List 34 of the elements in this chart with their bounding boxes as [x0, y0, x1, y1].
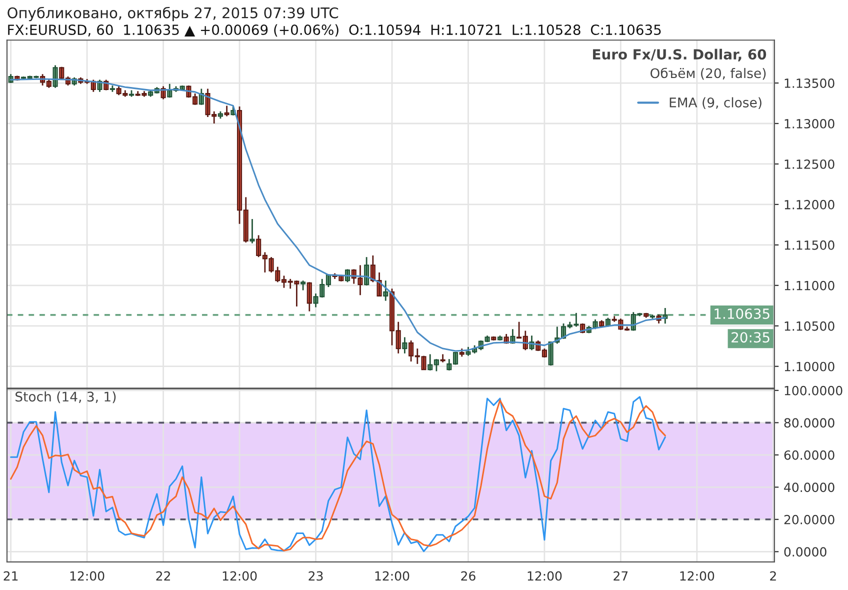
- annotation: Объём (20, false): [650, 68, 766, 80]
- y-tick-label: 80.0000: [784, 418, 834, 428]
- x-tick-label: 12:00: [680, 571, 714, 581]
- x-tick-label: 2: [770, 571, 776, 580]
- chart-title: Stoch (14, 3, 1): [16, 391, 116, 404]
- y-tick-label: 1.12500: [784, 159, 834, 169]
- legend-label: EMA (9, close): [670, 97, 762, 110]
- x-tick-label: 12:00: [375, 571, 410, 581]
- y-tick-label: 1.10500: [784, 321, 834, 331]
- x-tick-label: 12:00: [222, 571, 257, 581]
- x-tick-label: 27: [614, 571, 628, 580]
- y-tick-label: 0.0000: [784, 547, 826, 557]
- x-tick-label: 22: [156, 571, 170, 580]
- x-tick-label: 12:00: [70, 571, 104, 581]
- ref-line-label: 1.10635: [714, 308, 770, 319]
- annotation: Euro Fx/U.S. Dollar, 60: [593, 48, 766, 62]
- y-tick-label: 1.13500: [784, 78, 834, 88]
- chart-title: Опубликовано, октябрь 27, 2015 07:39 UTC: [8, 6, 338, 22]
- y-tick-label: 1.11500: [784, 240, 834, 250]
- y-tick-label: 1.12000: [784, 200, 834, 210]
- y-tick-label: 100.0000: [784, 386, 842, 396]
- y-tick-label: 60.0000: [784, 450, 834, 460]
- y-tick-label: 20.0000: [784, 514, 834, 524]
- y-tick-label: 1.13000: [784, 118, 834, 128]
- annotation: 20:35: [732, 332, 770, 343]
- y-tick-label: 1.11000: [784, 280, 834, 290]
- x-tick-label: 12:00: [528, 571, 562, 581]
- candlestick: [300, 280, 306, 291]
- x-tick-label: 26: [461, 571, 476, 581]
- y-tick-label: 40.0000: [784, 482, 834, 492]
- chart-subtitle: FX:EURUSD, 60 1.10635 ▲ +0.00069 (+0.06%) O:1.10594 H:1.10721 L:1.10528 C:1.10635: [8, 24, 661, 37]
- x-tick-label: 21: [4, 571, 18, 580]
- x-tick-label: 23: [308, 571, 323, 581]
- y-tick-label: 1.10000: [784, 362, 834, 372]
